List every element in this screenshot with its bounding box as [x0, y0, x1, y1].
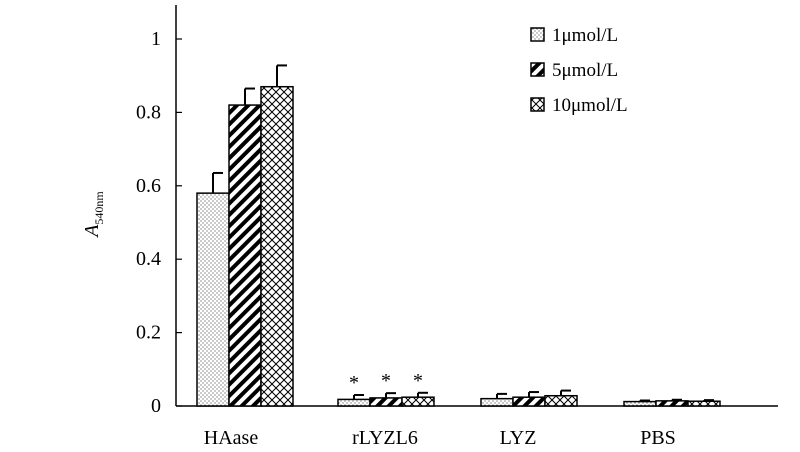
- legend-label: 5μmol/L: [552, 60, 618, 81]
- y-axis-title: A540nm: [81, 191, 106, 239]
- legend-swatch: [530, 62, 545, 77]
- bars-group: * * *: [196, 64, 721, 407]
- y-axis-label: A540nm: [81, 191, 106, 239]
- x-tick-label: HAase: [204, 427, 259, 449]
- bar: [512, 396, 546, 407]
- bar: [228, 104, 262, 407]
- x-tick-label: LYZ: [500, 427, 537, 449]
- axes: 0 0.2 0.4 0.6 0.8 1 HAase rLYZL6 LYZ PBS: [136, 5, 778, 449]
- legend-swatch: [530, 97, 545, 112]
- bar: [369, 397, 403, 407]
- significance-marker: *: [349, 372, 359, 394]
- legend: 1μmol/L 5μmol/L 10μmol/L: [530, 25, 628, 116]
- bar: [655, 400, 689, 407]
- y-tick-label: 0.2: [136, 322, 161, 344]
- legend-label: 1μmol/L: [552, 25, 618, 46]
- bar: [687, 400, 721, 407]
- bar: [480, 397, 514, 407]
- y-axis-title-subscript: 540nm: [92, 191, 106, 225]
- bar: [623, 400, 657, 407]
- y-tick-label: 0.8: [136, 101, 161, 123]
- significance-marker: *: [413, 370, 423, 392]
- legend-label: 10μmol/L: [552, 95, 628, 116]
- legend-swatch: [530, 27, 545, 42]
- y-axis-title-main: A: [81, 224, 103, 239]
- y-tick-label: 0.6: [136, 175, 161, 197]
- bar: [544, 394, 578, 407]
- significance-marker: *: [381, 370, 391, 392]
- bar: [260, 85, 294, 407]
- x-tick-label: PBS: [640, 427, 676, 449]
- x-tick-label: rLYZL6: [352, 427, 418, 449]
- bar: [401, 396, 435, 407]
- y-tick-label: 1: [151, 28, 161, 50]
- y-tick-label: 0.4: [136, 248, 161, 270]
- y-tick-label: 0: [151, 395, 161, 417]
- bar: [337, 398, 371, 407]
- bar: [196, 192, 230, 407]
